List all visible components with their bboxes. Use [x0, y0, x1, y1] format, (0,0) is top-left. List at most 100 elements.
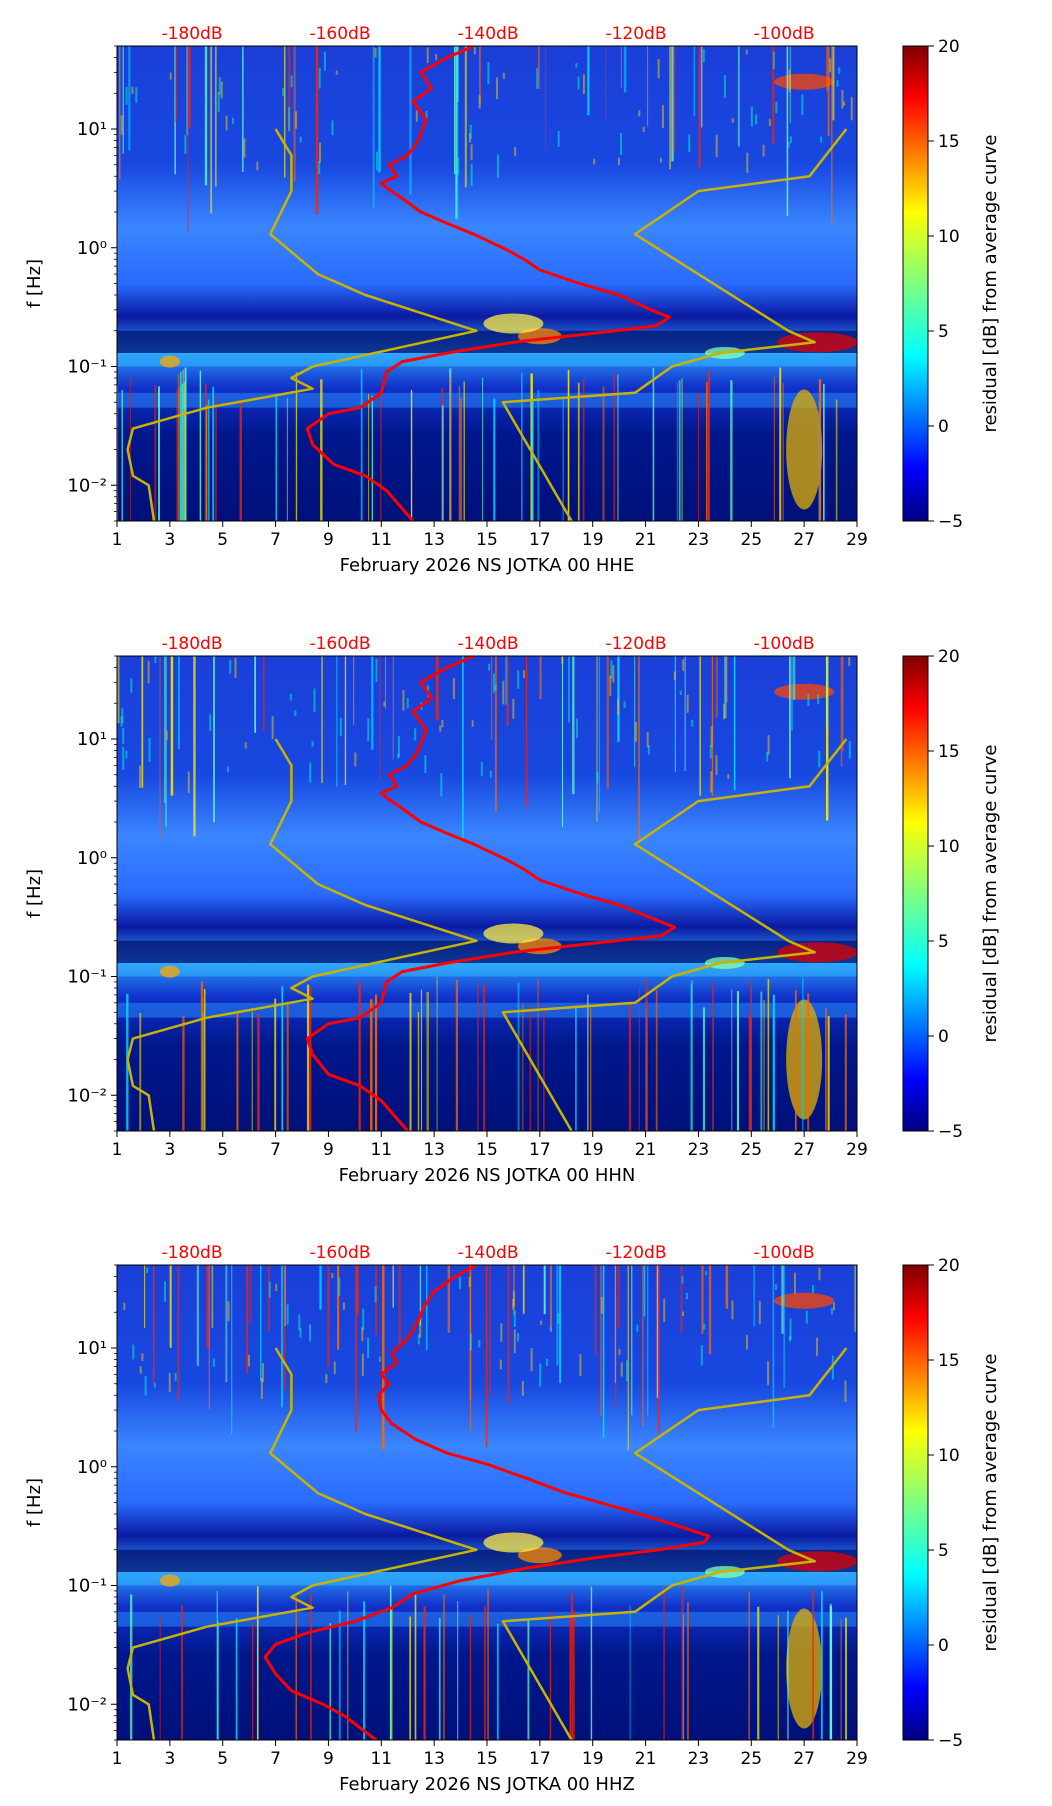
noise-speckle: [787, 142, 790, 148]
colorbar-tick-label: 5: [938, 932, 949, 952]
noise-speckle: [521, 1381, 524, 1396]
energy-patch: [483, 923, 544, 944]
x-tick-label: 11: [370, 1749, 392, 1769]
x-axis-label: February 2026 NS JOTKA 00 HHE: [340, 555, 635, 576]
noise-speckle: [539, 1363, 542, 1387]
y-axis: 10⁻² 10⁻¹ 10⁰ 10¹: [67, 1264, 117, 1741]
noise-speckle: [231, 117, 234, 124]
energy-patch: [159, 1574, 180, 1587]
noise-speckle: [374, 1286, 377, 1303]
y-tick-label: 10⁻¹: [67, 1576, 107, 1597]
top-db-label: -140dB: [457, 24, 518, 44]
energy-patch: [483, 1532, 544, 1553]
noise-speckle: [243, 138, 246, 158]
noise-speckle: [841, 90, 844, 109]
colorbar-tick-label: 15: [938, 132, 960, 152]
colorbar-gradient: [902, 45, 929, 522]
noise-speckle: [311, 741, 314, 747]
noise-speckle: [130, 678, 133, 693]
noise-speckle: [513, 1329, 516, 1353]
low-noise-model-curve: [126, 738, 478, 1131]
x-tick-label: 5: [217, 530, 228, 550]
energy-patch: [159, 965, 180, 978]
noise-speckle: [755, 114, 758, 125]
noise-speckle: [801, 94, 804, 115]
noise-speckle: [439, 725, 442, 732]
y-tick-label: 10⁻²: [67, 1694, 107, 1715]
noise-speckle: [788, 69, 791, 93]
noise-speckle: [473, 47, 476, 55]
noise-speckle: [681, 1276, 684, 1284]
noise-speckle: [229, 660, 232, 674]
y-tick-label: 10⁻²: [67, 475, 107, 496]
x-tick-label: 15: [476, 530, 498, 550]
noise-speckle: [688, 134, 691, 153]
top-db-label: -100dB: [753, 1243, 814, 1263]
noise-speckle: [691, 720, 694, 727]
noise-speckle: [626, 1360, 629, 1382]
noise-speckle: [362, 1308, 365, 1331]
x-tick-label: 1: [112, 530, 123, 550]
noise-speckle: [154, 656, 157, 663]
noise-speckle: [169, 72, 172, 80]
average-psd-curve: [305, 46, 671, 521]
noise-speckle: [397, 736, 400, 757]
y-tick-label: 10¹: [77, 119, 107, 140]
x-tick-label: 3: [164, 1749, 175, 1769]
noise-speckle: [338, 1277, 341, 1296]
noise-speckle: [679, 690, 682, 695]
x-tick-label: 5: [217, 1140, 228, 1160]
noise-speckle: [731, 118, 734, 123]
noise-speckle: [275, 1283, 278, 1292]
colorbar-tick-label: 20: [938, 647, 960, 667]
colorbar-label: residual [dB] from average curve: [980, 744, 1001, 1042]
noise-speckle: [361, 1353, 364, 1376]
noise-speckle: [818, 1267, 821, 1281]
noise-speckle: [817, 694, 820, 705]
noise-speckle: [125, 86, 128, 105]
secondary-band: [117, 1611, 857, 1627]
noise-speckle: [367, 1337, 370, 1359]
noise-speckle: [575, 718, 578, 739]
noise-speckle: [426, 47, 429, 64]
y-axis-label: f [Hz]: [24, 869, 45, 918]
noise-speckle: [470, 163, 473, 186]
noise-speckle: [331, 120, 334, 136]
noise-speckle: [288, 107, 291, 131]
x-tick-label: 11: [370, 530, 392, 550]
noise-speckle: [354, 752, 357, 767]
noise-speckle: [557, 130, 560, 147]
noise-speckle: [793, 1272, 796, 1294]
noise-speckle: [673, 671, 676, 681]
noise-speckle: [848, 657, 851, 667]
noise-speckle: [425, 111, 428, 121]
noise-speckle: [663, 1298, 666, 1323]
x-tick-label: 3: [164, 1140, 175, 1160]
x-tick-label: 3: [164, 530, 175, 550]
noise-speckle: [830, 1308, 833, 1315]
noise-speckle: [174, 1372, 177, 1381]
noise-speckle: [260, 1378, 263, 1400]
y-tick-label: 10¹: [77, 1338, 107, 1359]
spectrogram: [117, 1265, 857, 1740]
secondary-band: [117, 1002, 857, 1018]
x-tick-label: 19: [582, 1140, 604, 1160]
x-tick-label: 1: [112, 1140, 123, 1160]
microseism-band: [117, 352, 857, 367]
x-tick-label: 27: [793, 530, 815, 550]
x-tick-label: 27: [793, 1749, 815, 1769]
noise-speckle: [832, 1302, 835, 1311]
noise-speckle: [788, 1335, 791, 1342]
noise-speckle: [523, 670, 526, 678]
y-axis-label: f [Hz]: [24, 259, 45, 308]
x-tick-label: 13: [423, 1140, 445, 1160]
noise-speckle: [536, 67, 539, 89]
noise-speckle: [335, 70, 338, 75]
y-tick-label: 10¹: [77, 729, 107, 750]
colorbar-gradient: [902, 655, 929, 1132]
noise-speckle: [163, 1281, 166, 1302]
noise-speckle: [342, 1302, 345, 1310]
top-db-label: -100dB: [753, 24, 814, 44]
